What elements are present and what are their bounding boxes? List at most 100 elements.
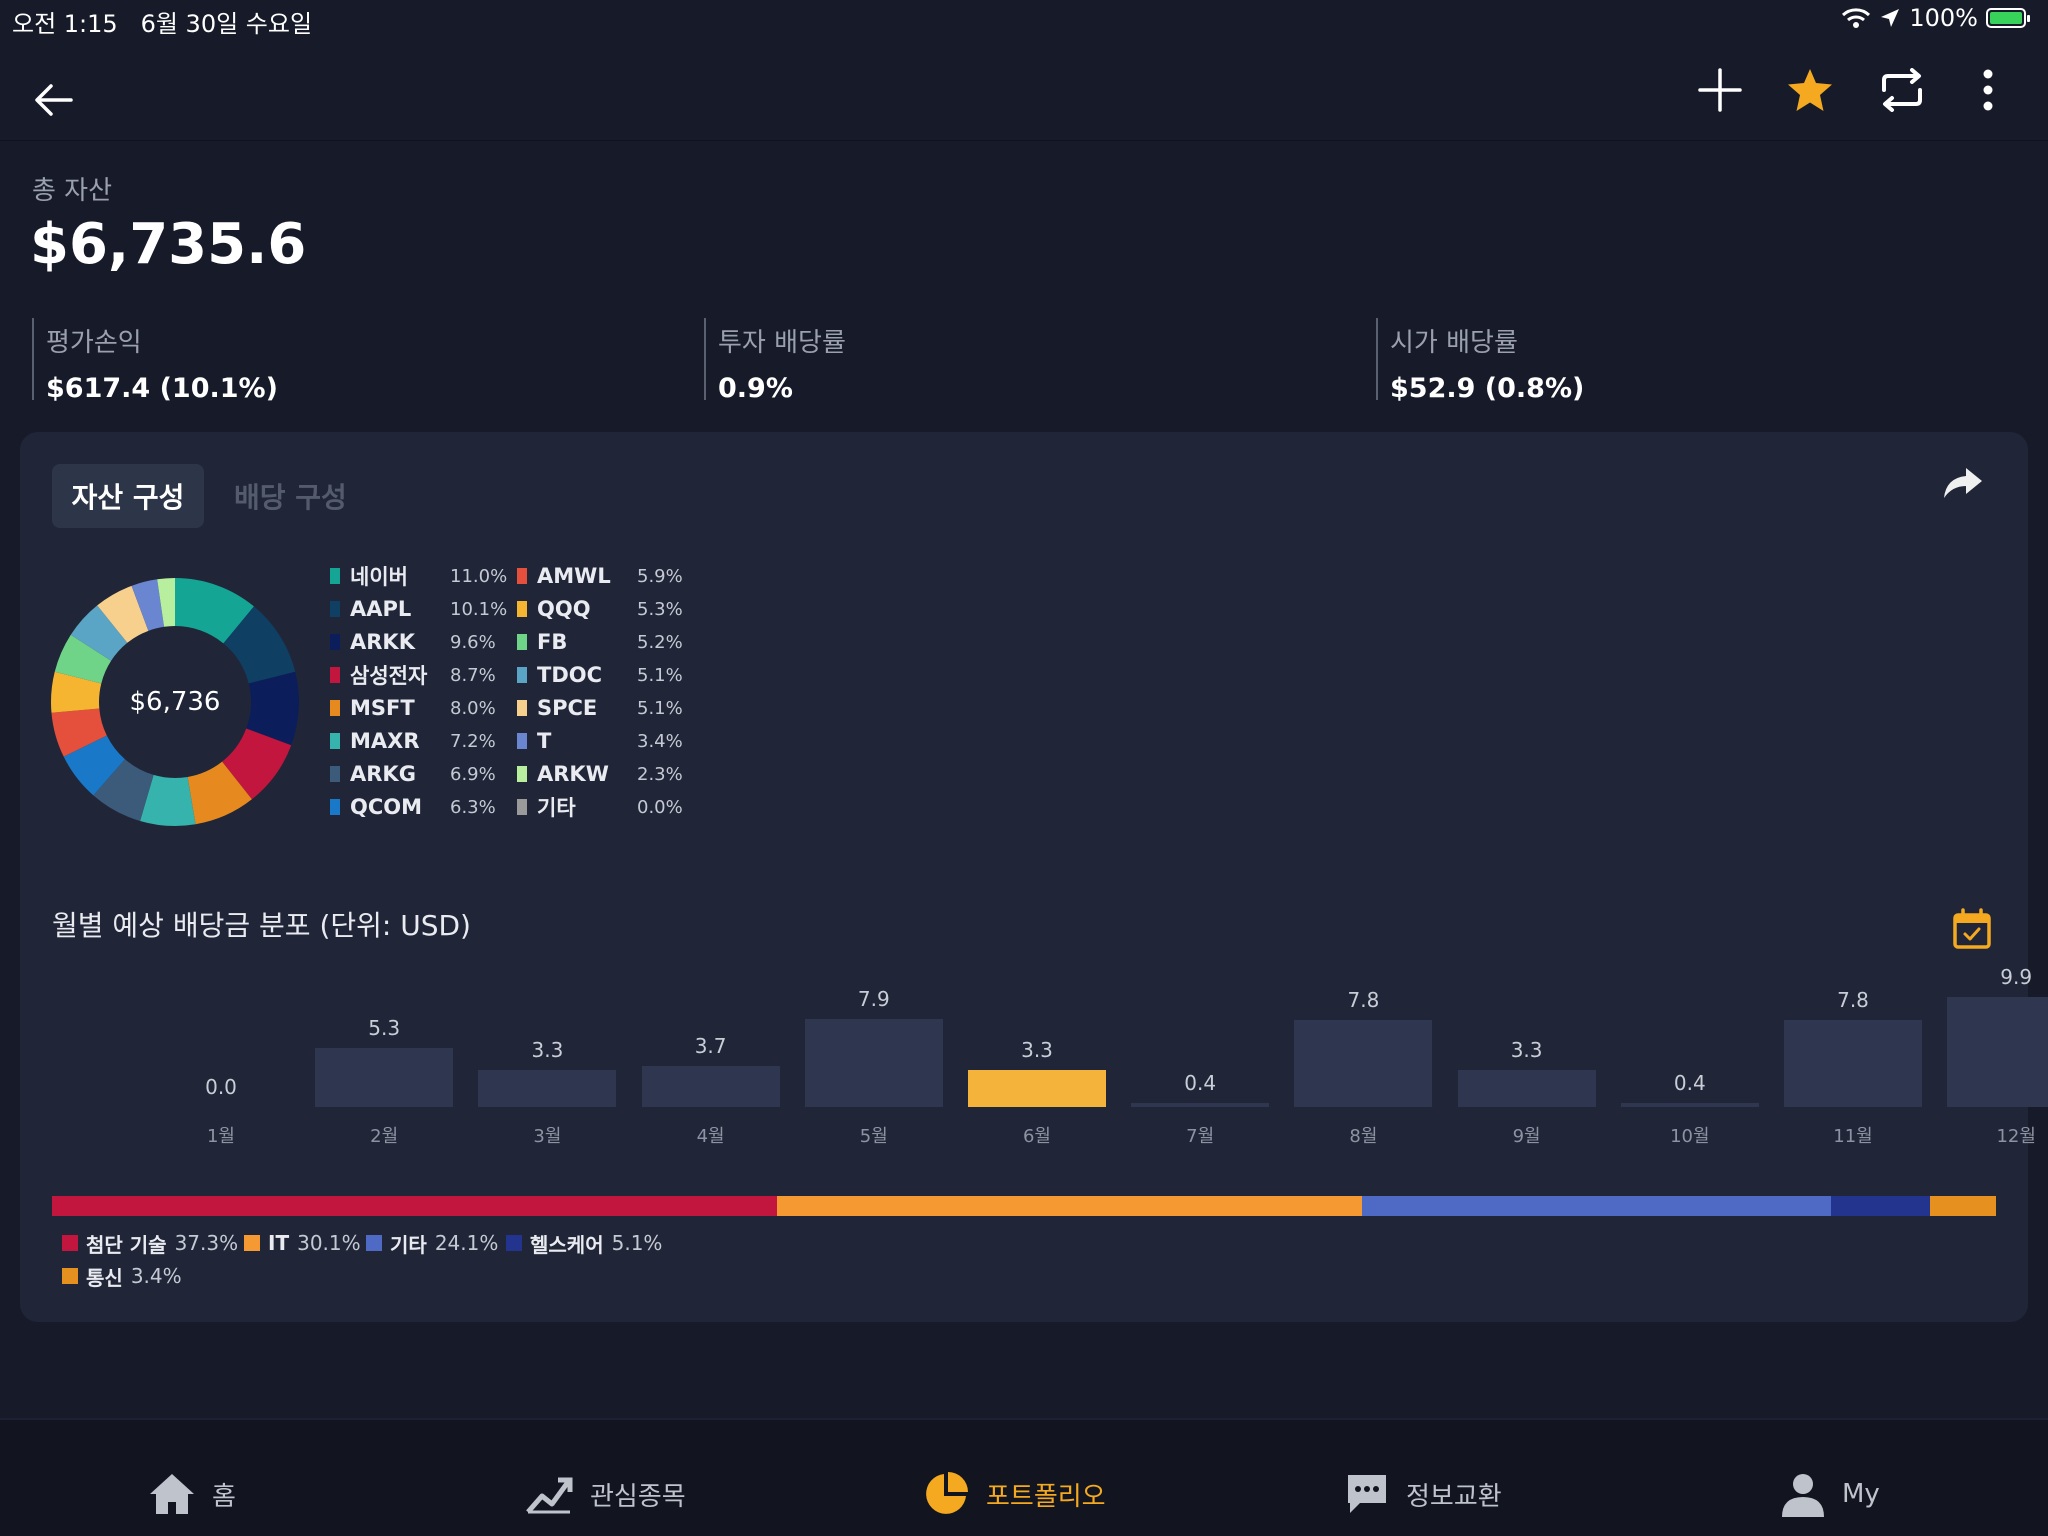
metric-unrealized-pnl: 평가손익 $617.4 (10.1%) xyxy=(32,318,686,404)
dividend-bar[interactable] xyxy=(641,1065,780,1107)
legend-item: QCOM 6.3% xyxy=(330,792,496,822)
sector-legend-item: 통신 3.4% xyxy=(62,1261,182,1291)
trend-icon xyxy=(526,1477,573,1514)
favorite-button[interactable] xyxy=(1778,58,1842,122)
donut-slice-8 xyxy=(51,708,107,757)
legend-name: ARKW xyxy=(537,762,609,786)
legend-item: T 3.4% xyxy=(517,726,683,756)
legend-swatch xyxy=(330,634,340,650)
calendar-button[interactable] xyxy=(1952,908,1992,954)
month-label: 3월 xyxy=(533,1126,562,1147)
tab-dividend-composition[interactable]: 배당 구성 xyxy=(234,481,347,514)
dividend-bar[interactable] xyxy=(1457,1070,1596,1107)
dividend-bar[interactable] xyxy=(1620,1102,1759,1107)
donut-slice-3 xyxy=(222,728,292,800)
legend-pct: 7.2% xyxy=(450,730,496,752)
legend-name: 기타 xyxy=(537,796,576,820)
legend-item: 기타 0.0% xyxy=(517,792,683,822)
donut-center-total: $6,736 xyxy=(129,687,221,717)
donut-slice-10 xyxy=(54,634,112,684)
sector-name: 헬스케어 xyxy=(530,1232,604,1257)
dividend-chart-title: 월별 예상 배당금 분포 (단위: USD) xyxy=(52,909,471,942)
dividend-bar[interactable] xyxy=(1947,997,2048,1107)
dividend-bar[interactable] xyxy=(1131,1102,1270,1107)
tab-label: 정보교환 xyxy=(1406,1481,1502,1512)
bar-value-label: 7.9 xyxy=(857,987,890,1012)
sector-segment xyxy=(1929,1196,1996,1216)
legend-item: FB 5.2% xyxy=(517,627,683,657)
tab-portfolio[interactable]: 포트폴리오 xyxy=(922,1462,1106,1526)
month-label: 4월 xyxy=(696,1126,725,1147)
add-button[interactable] xyxy=(1688,58,1752,122)
donut-slice-0 xyxy=(175,578,254,644)
tab-label: My xyxy=(1842,1479,1880,1509)
donut-slice-9 xyxy=(51,671,102,713)
calendar-icon xyxy=(1953,908,1991,949)
metric-label: 평가손익 xyxy=(46,328,142,358)
tab-community[interactable]: 정보교환 xyxy=(1344,1462,1502,1526)
sector-segment xyxy=(777,1196,1363,1216)
legend-swatch xyxy=(366,1235,382,1251)
bar-value-label: 7.8 xyxy=(1837,988,1869,1013)
legend-pct: 5.2% xyxy=(637,631,683,653)
bar-value-label: 0.4 xyxy=(1673,1070,1706,1095)
tab-label: 포트폴리오 xyxy=(986,1481,1106,1512)
donut-slice-13 xyxy=(131,579,165,631)
dividend-bar[interactable] xyxy=(804,1019,943,1107)
metric-value: 0.9% xyxy=(718,373,793,404)
legend-swatch xyxy=(62,1235,78,1251)
legend-item: AMWL 5.9% xyxy=(517,561,683,591)
dividend-bar[interactable] xyxy=(478,1070,617,1107)
legend-name: T xyxy=(537,729,552,753)
wifi-icon xyxy=(1842,8,1871,28)
dividend-bar[interactable] xyxy=(968,1070,1106,1107)
bottom-tab-bar xyxy=(0,1418,2048,1536)
legend-pct: 5.1% xyxy=(637,664,683,686)
tab-asset-composition[interactable]: 자산 구성 xyxy=(52,464,204,528)
back-button[interactable] xyxy=(22,68,86,132)
legend-swatch xyxy=(506,1235,522,1251)
legend-item: 네이버 11.0% xyxy=(330,561,507,591)
metric-value: $617.4 (10.1%) xyxy=(46,373,278,404)
legend-pct: 0.0% xyxy=(637,796,683,818)
bar-value-label: 0.0 xyxy=(205,1075,237,1099)
month-label: 2월 xyxy=(370,1126,399,1147)
share-button[interactable] xyxy=(1942,466,1984,506)
month-label: 12월 xyxy=(1996,1126,2036,1147)
legend-name: QQQ xyxy=(537,597,591,621)
donut-slice-1 xyxy=(223,606,296,684)
legend-pct: 9.6% xyxy=(450,631,496,653)
legend-pct: 11.0% xyxy=(450,565,508,587)
legend-pct: 3.4% xyxy=(637,730,683,752)
switch-button[interactable] xyxy=(1870,58,1934,122)
legend-swatch xyxy=(517,601,527,617)
month-label: 1월 xyxy=(206,1126,235,1147)
dividend-bar[interactable] xyxy=(315,1048,454,1107)
metric-market-yield: 시가 배당률 $52.9 (0.8%) xyxy=(1376,318,2030,404)
legend-name: AMWL xyxy=(537,564,611,588)
legend-name: 삼성전자 xyxy=(350,664,428,688)
legend-pct: 6.9% xyxy=(450,763,496,785)
dividend-bar[interactable] xyxy=(1294,1020,1433,1107)
more-button[interactable] xyxy=(1956,58,2020,122)
sector-pct: 3.4% xyxy=(130,1264,182,1288)
tab-watchlist[interactable]: 관심종목 xyxy=(524,1462,686,1526)
tab-my[interactable]: My xyxy=(1780,1462,1880,1526)
person-icon xyxy=(1782,1474,1824,1517)
sector-legend-item: 기타 24.1% xyxy=(366,1228,498,1258)
dividend-bar[interactable] xyxy=(1784,1020,1922,1107)
bar-value-label: 9.9 xyxy=(2000,965,2033,989)
home-icon xyxy=(150,1474,194,1514)
legend-name: 네이버 xyxy=(350,565,408,589)
bar-value-label: 0.4 xyxy=(1184,1070,1217,1095)
status-time-date: 오전 1:15 6월 30일 수요일 xyxy=(12,4,312,39)
legend-name: SPCE xyxy=(537,696,598,720)
legend-swatch xyxy=(330,568,340,584)
sector-pct: 37.3% xyxy=(174,1231,239,1255)
legend-name: MAXR xyxy=(350,729,420,753)
sector-pct: 24.1% xyxy=(434,1231,499,1255)
legend-swatch xyxy=(330,733,340,749)
metric-value: $52.9 (0.8%) xyxy=(1390,373,1585,404)
legend-swatch xyxy=(330,766,340,782)
tab-home[interactable]: 홈 xyxy=(148,1462,236,1526)
